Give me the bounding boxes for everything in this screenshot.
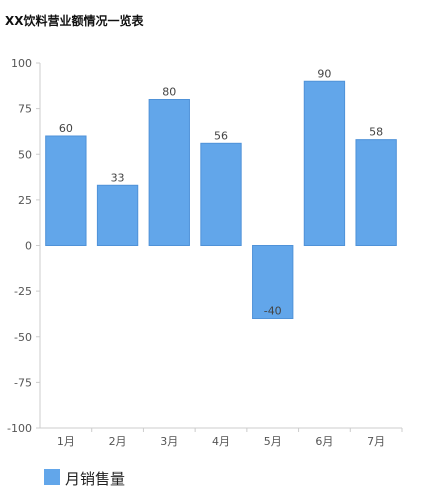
x-tick-label: 1月 [57,435,75,448]
y-tick-label: 0 [25,240,32,253]
data-label: 33 [111,171,125,184]
y-tick-label: -25 [14,285,32,298]
bar[interactable] [252,245,294,319]
x-tick-label: 7月 [367,435,385,448]
data-label: 58 [369,126,383,139]
y-tick-label: -75 [14,376,32,389]
y-tick-label: 100 [11,57,32,70]
x-tick-label: 4月 [212,435,230,448]
chart-title: XX饮料营业额情况一览表 [5,14,144,28]
bar[interactable] [45,135,87,246]
y-tick-label: -100 [7,422,32,435]
data-label: -40 [264,305,282,318]
y-tick-label: -50 [14,331,32,344]
legend-swatch[interactable] [44,469,60,485]
bar[interactable] [148,99,190,246]
bar[interactable] [355,139,397,246]
bar[interactable] [303,80,346,246]
legend-label[interactable]: 月销售量 [65,470,125,488]
bar[interactable] [200,142,242,246]
x-tick-label: 6月 [315,435,333,448]
bar[interactable] [96,184,139,246]
chart-axes: 100 75 50 25 0 -25 -50 -75 -100 1月 2月 3月 4月 5月 6月 7月 [7,57,403,448]
data-label: 56 [214,129,228,142]
x-tick-label: 2月 [109,435,127,448]
y-tick-label: 25 [18,194,32,207]
y-tick-label: 50 [18,148,32,161]
chart-bars [45,80,397,319]
data-label: 60 [59,122,73,135]
data-label: 80 [162,86,176,99]
chart-data-labels: 60 33 80 56 -40 90 58 [59,67,383,317]
x-tick-label: 5月 [264,435,282,448]
y-tick-label: 75 [18,103,32,116]
data-label: 90 [317,67,331,80]
chart-legend[interactable]: 月销售量 [44,469,125,488]
x-tick-label: 3月 [160,435,178,448]
